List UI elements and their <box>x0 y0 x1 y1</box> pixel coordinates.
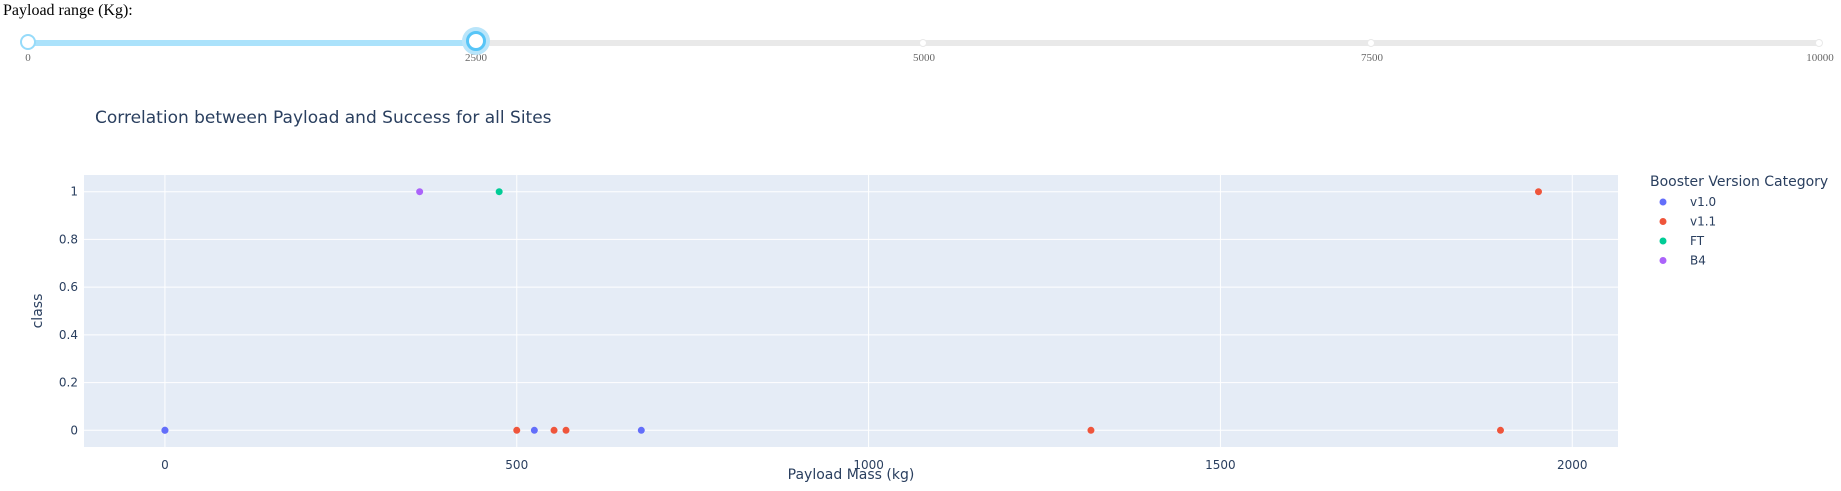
legend-marker[interactable] <box>1659 237 1667 245</box>
payload-range-label: Payload range (Kg): <box>3 2 133 19</box>
y-tick-label: 0 <box>70 423 78 437</box>
payload-success-scatter-chart: Correlation between Payload and Success … <box>30 108 1828 483</box>
legend-item-label[interactable]: v1.0 <box>1690 195 1716 209</box>
x-tick-label: 2000 <box>1557 458 1588 472</box>
slider-mark-label[interactable]: 10000 <box>1806 52 1834 64</box>
y-tick-label: 0.4 <box>59 328 78 342</box>
data-point-v1-1[interactable] <box>550 426 558 434</box>
legend-item-label[interactable]: FT <box>1690 234 1705 248</box>
slider-step-dot[interactable] <box>919 39 927 47</box>
data-point-v1-0[interactable] <box>637 426 645 434</box>
slider-step-dot[interactable] <box>1815 39 1823 47</box>
slider-handle-min[interactable] <box>20 34 36 50</box>
slider-step-dot[interactable] <box>1367 39 1375 47</box>
axis-ticks: 0 500 1000 1500 2000 0 0.2 0.4 0.6 0.8 1 <box>59 185 1588 472</box>
data-point-v1-1[interactable] <box>1534 188 1542 196</box>
x-tick-label: 0 <box>161 458 169 472</box>
slider-selected-track[interactable] <box>28 40 476 46</box>
slider-mark-label[interactable]: 5000 <box>913 52 935 64</box>
y-axis-label: class <box>30 294 46 329</box>
slider-handle-max[interactable] <box>466 31 486 51</box>
grid-lines <box>84 175 1618 447</box>
data-point-v1-0[interactable] <box>161 426 169 434</box>
data-point-v1-0[interactable] <box>530 426 538 434</box>
x-tick-label: 1500 <box>1205 458 1236 472</box>
y-tick-label: 1 <box>70 185 78 199</box>
data-points <box>161 188 1542 434</box>
legend[interactable]: v1.0 v1.1 FT B4 <box>1659 195 1717 268</box>
slider-mark-label[interactable]: 7500 <box>1361 52 1383 64</box>
y-tick-label: 0.2 <box>59 376 78 390</box>
legend-marker[interactable] <box>1659 218 1667 225</box>
data-point-v1-1[interactable] <box>1087 426 1095 434</box>
legend-item-label[interactable]: v1.1 <box>1690 215 1716 229</box>
legend-title: Booster Version Category <box>1650 174 1828 190</box>
data-point-v1-1[interactable] <box>1496 426 1504 434</box>
slider-mark-label[interactable]: 2500 <box>465 52 487 64</box>
legend-marker[interactable] <box>1659 257 1667 264</box>
payload-range-slider[interactable]: 0 2500 5000 7500 10000 <box>20 31 1834 64</box>
data-point-v1-1[interactable] <box>562 426 570 434</box>
data-point-ft[interactable] <box>495 188 503 196</box>
y-tick-label: 0.6 <box>59 280 78 294</box>
y-tick-label: 0.8 <box>59 232 78 246</box>
legend-item-label[interactable]: B4 <box>1690 254 1706 268</box>
x-axis-label: Payload Mass (kg) <box>788 467 915 483</box>
x-tick-label: 1000 <box>853 458 884 472</box>
data-point-v1-1[interactable] <box>513 426 521 434</box>
x-tick-label: 500 <box>505 458 528 472</box>
slider-mark-label[interactable]: 0 <box>25 52 31 64</box>
data-point-b4[interactable] <box>416 188 424 196</box>
legend-marker[interactable] <box>1659 198 1667 206</box>
plot-area[interactable] <box>84 175 1618 447</box>
chart-title: Correlation between Payload and Success … <box>95 108 552 128</box>
